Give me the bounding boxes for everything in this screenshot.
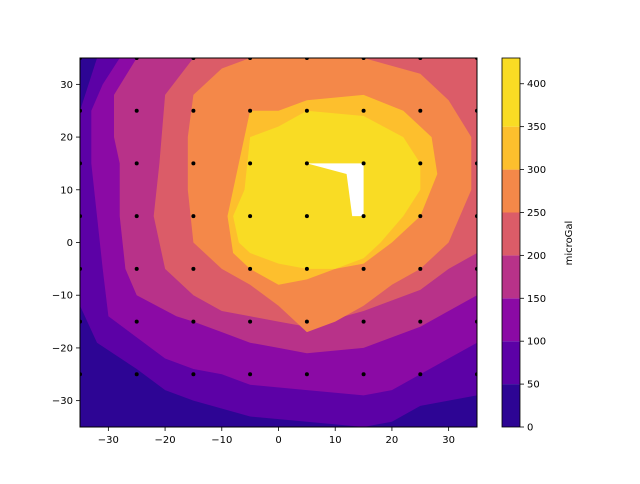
colorbar-tick-label: 400	[527, 79, 546, 90]
colorbar-band	[502, 126, 520, 170]
colorbar-tick-label: 200	[527, 251, 546, 262]
y-tick-label: 10	[60, 185, 73, 196]
colorbar: 0 50 100 150 200 250 300 350 400	[501, 57, 546, 434]
station-point	[134, 108, 139, 113]
station-point	[418, 372, 423, 377]
station-point	[361, 372, 366, 377]
station-point	[248, 161, 253, 166]
colorbar-band	[502, 341, 520, 385]
colorbar-tick-label: 250	[527, 208, 546, 219]
colorbar-frame	[501, 57, 521, 428]
colorbar-band	[502, 298, 520, 342]
station-point	[248, 108, 253, 113]
station-point	[418, 319, 423, 324]
x-tick-label: −30	[98, 435, 119, 446]
station-point	[418, 108, 423, 113]
y-tick-label: 20	[60, 133, 73, 144]
colorbar-tick-label: 100	[527, 337, 546, 348]
colorbar-tick-label: 50	[527, 380, 540, 391]
station-point	[134, 266, 139, 271]
station-point	[134, 319, 139, 324]
x-tick-label: 30	[442, 435, 455, 446]
station-point	[361, 266, 366, 271]
station-point	[191, 161, 196, 166]
station-point	[191, 266, 196, 271]
plot-area	[80, 58, 477, 427]
station-point	[418, 214, 423, 219]
station-point	[361, 161, 366, 166]
x-tick-label: −10	[211, 435, 232, 446]
y-tick-label: −30	[52, 396, 73, 407]
station-point	[304, 319, 309, 324]
x-tick-label: 20	[386, 435, 399, 446]
x-tick-label: 0	[275, 435, 281, 446]
x-axis: −30 −20 −10 0 10 20 30	[98, 427, 455, 446]
station-point	[191, 319, 196, 324]
colorbar-tick-label: 300	[527, 165, 546, 176]
station-point	[361, 319, 366, 324]
y-tick-label: 30	[60, 80, 73, 91]
station-point	[134, 214, 139, 219]
station-point	[248, 319, 253, 324]
colorbar-band	[502, 169, 520, 213]
colorbar-band	[502, 384, 520, 427]
x-tick-label: −20	[155, 435, 176, 446]
station-point	[304, 214, 309, 219]
colorbar-label: microGal	[564, 221, 575, 266]
colorbar-band	[502, 255, 520, 299]
station-point	[304, 108, 309, 113]
station-point	[304, 266, 309, 271]
station-point	[191, 214, 196, 219]
colorbar-tick-label: 350	[527, 122, 546, 133]
station-point	[248, 214, 253, 219]
station-point	[418, 161, 423, 166]
colorbar-tick-label: 150	[527, 294, 546, 305]
station-point	[361, 108, 366, 113]
station-point	[248, 372, 253, 377]
station-point	[191, 108, 196, 113]
station-point	[361, 214, 366, 219]
contour-gap	[306, 163, 364, 217]
station-point	[134, 372, 139, 377]
y-tick-label: 0	[67, 238, 73, 249]
station-point	[304, 161, 309, 166]
station-point	[304, 372, 309, 377]
station-point	[248, 266, 253, 271]
colorbar-band	[502, 58, 520, 127]
y-tick-label: −10	[52, 291, 73, 302]
station-point	[134, 161, 139, 166]
y-tick-label: −20	[52, 343, 73, 354]
x-tick-label: 10	[329, 435, 342, 446]
y-axis: −30 −20 −10 0 10 20 30	[52, 80, 80, 407]
colorbar-band	[502, 212, 520, 256]
station-point	[191, 372, 196, 377]
contour-level-7	[233, 110, 421, 269]
station-point	[418, 266, 423, 271]
colorbar-tick-label: 0	[527, 423, 533, 434]
